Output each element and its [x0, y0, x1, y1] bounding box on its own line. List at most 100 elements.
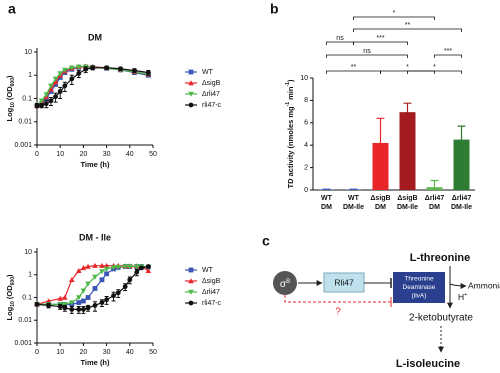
marker [48, 86, 54, 92]
marker [69, 276, 75, 282]
x-tick-label: 10 [56, 151, 64, 158]
marker [92, 262, 98, 268]
significance-label: ** [351, 64, 357, 71]
axis-label: Log10 (OD600) [5, 274, 16, 321]
error-bar [430, 179, 439, 190]
axis-label-part: 10 [10, 102, 16, 108]
y-tick-label: 10 [300, 75, 308, 82]
x-tick-label: DM-Ile [343, 204, 364, 211]
axis-label-part: Log [5, 107, 14, 121]
marker [115, 290, 121, 296]
axis-label-part: -1 [285, 82, 291, 87]
legend-label: ΔsigB [202, 278, 221, 285]
marker [118, 66, 123, 72]
axis-label-part: ) [5, 274, 14, 277]
y-tick-label: 1 [28, 272, 32, 279]
marker [132, 68, 137, 73]
marker [134, 269, 140, 275]
significance-label: *** [376, 35, 384, 42]
marker [34, 103, 40, 108]
marker [80, 265, 87, 271]
significance-bracket [434, 54, 462, 58]
marker [62, 67, 68, 73]
axis-label-part: ) [286, 79, 295, 82]
significance-label: ns [363, 48, 371, 55]
axis-label-part: -1 [285, 102, 291, 107]
marker [57, 71, 63, 77]
marker [145, 70, 151, 76]
marker [57, 304, 63, 309]
marker [48, 83, 54, 89]
legend-label: rli47-c [202, 102, 222, 109]
significance-label: ns [336, 35, 344, 42]
marker [62, 302, 68, 308]
x-tick-label: WT [348, 195, 360, 202]
marker [75, 295, 82, 301]
significance-bracket [326, 70, 381, 74]
series-line [37, 265, 149, 305]
ammonia: Ammonia [468, 280, 500, 290]
significance-label: *** [444, 48, 452, 55]
proton-sup: + [464, 292, 467, 298]
y-tick-label: 0.001 [14, 340, 32, 347]
marker [145, 267, 152, 273]
legend-marker [188, 80, 194, 86]
proton-symbol: H [458, 292, 464, 302]
marker [115, 264, 121, 270]
marker [139, 265, 144, 271]
axis-label-part: 600 [10, 78, 16, 87]
y-tick-label: 10 [24, 249, 32, 256]
significance-label: ** [405, 22, 411, 29]
legend-marker [188, 91, 194, 97]
x-tick-label: ΔsigB [397, 195, 417, 202]
marker [48, 89, 54, 94]
x-tick-label: DM [375, 204, 386, 211]
marker [57, 295, 63, 301]
marker [85, 281, 91, 287]
y-tick-label: 2 [304, 164, 308, 171]
significance-label: * [406, 64, 409, 71]
axis-label-part: (OD [5, 86, 14, 102]
significance-bracket [353, 28, 462, 32]
marker [90, 65, 96, 71]
marker [38, 98, 45, 104]
marker [92, 286, 98, 291]
legend-marker [188, 289, 194, 295]
marker [145, 264, 151, 269]
error-bar [403, 102, 412, 122]
marker [53, 82, 58, 87]
question-mark: ? [335, 307, 341, 318]
enzyme-label: Threonine [404, 276, 434, 283]
putative-inhibition [284, 295, 391, 303]
y-tick-label: 0.1 [22, 95, 32, 102]
marker [52, 76, 59, 82]
axis-label-part: ) [5, 75, 14, 78]
marker [62, 83, 68, 89]
marker [69, 300, 75, 306]
axis-label-part: (OD [5, 285, 14, 301]
x-tick-label: 20 [80, 349, 88, 356]
y-tick-label: 8 [304, 97, 308, 104]
marker [127, 277, 133, 283]
y-tick-label: 4 [304, 142, 308, 149]
marker [92, 274, 98, 280]
axis-label: Log10 (OD600) [5, 75, 16, 122]
marker [80, 288, 87, 294]
marker [103, 262, 110, 268]
marker [85, 263, 91, 269]
marker [43, 92, 50, 98]
y-tick-label: 0.001 [14, 142, 32, 149]
x-tick-label: ΔsigB [370, 195, 390, 202]
marker [122, 284, 128, 290]
marker [34, 301, 40, 307]
series-line [37, 265, 149, 305]
marker [62, 294, 68, 300]
marker [75, 267, 82, 273]
sigma-symbol: σ [280, 279, 287, 290]
significance-bracket [353, 16, 435, 20]
axis-label-part: Log [5, 306, 14, 320]
y-tick-label: 10 [24, 49, 32, 56]
y-tick-label: 0.01 [18, 317, 32, 324]
panel-label: c [262, 233, 270, 249]
x-tick-label: 40 [126, 349, 134, 356]
